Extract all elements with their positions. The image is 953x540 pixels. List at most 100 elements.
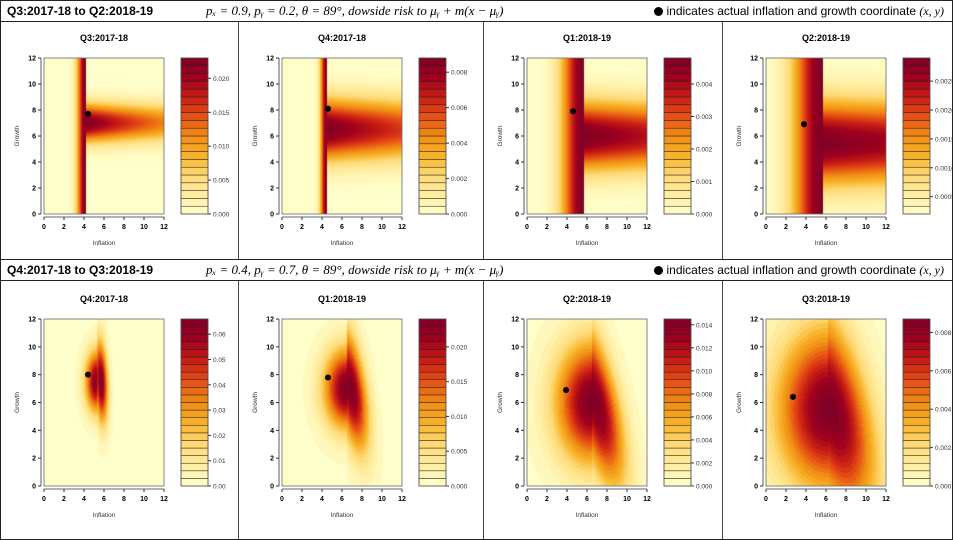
x-tick-label: 12 — [643, 496, 651, 503]
actual-inflation-growth-point — [325, 374, 331, 381]
legend-band — [902, 364, 931, 373]
plot-frame — [43, 57, 165, 215]
legend-tick-label: 0.0015 — [935, 136, 952, 143]
plot-frame — [43, 318, 165, 487]
x-tick-label: 8 — [360, 496, 364, 503]
chart-axes: Q3:2017-18 0 2 4 6 8 10 12 0 2 4 6 8 10 12 Inflation Gro… — [14, 33, 230, 247]
y-tick-label: 0 — [515, 484, 519, 491]
legend-band — [180, 387, 209, 396]
chart-axes: Q4:2017-18 0 2 4 6 8 10 12 0 2 4 6 8 10 12 Inflation Gro… — [14, 294, 226, 519]
legend-tick-label: 0.04 — [213, 382, 226, 389]
legend-band — [180, 198, 209, 207]
y-tick-label: 6 — [270, 400, 274, 407]
heatmap-surface — [44, 58, 164, 214]
legend-tick-label: 0.000 — [696, 484, 713, 491]
x-tick-label: 12 — [160, 496, 168, 503]
legend-band — [180, 159, 209, 168]
y-tick-label: 8 — [754, 108, 758, 115]
y-tick-label: 2 — [270, 186, 274, 193]
legend-band — [902, 432, 931, 441]
legend-band — [902, 440, 931, 449]
legend-band — [663, 349, 692, 358]
legend-band — [418, 402, 447, 411]
y-tick-label: 0 — [270, 484, 274, 491]
y-tick-label: 12 — [750, 317, 758, 324]
row-header-2: Q4:2017-18 to Q3:2018-19 pₓ = 0.4, pᵧ = … — [1, 259, 952, 281]
legend-band — [902, 318, 931, 327]
legend-band — [180, 364, 209, 373]
legend-band — [663, 81, 692, 90]
legend-band — [663, 447, 692, 456]
legend-tick-label: 0.010 — [451, 414, 468, 421]
legend-band — [902, 417, 931, 426]
y-tick-label: 0 — [32, 484, 36, 491]
legend-band — [180, 440, 209, 449]
x-tick-label: 10 — [862, 224, 870, 231]
y-tick-label: 0 — [32, 212, 36, 219]
legend-band — [663, 174, 692, 184]
legend-band — [663, 379, 692, 388]
y-tick-label: 0 — [515, 212, 519, 219]
legend-band — [180, 394, 209, 403]
legend-band — [663, 462, 692, 472]
legend-tick-label: 0.01 — [213, 458, 226, 465]
chart-axes: Q3:2018-19 0 2 4 6 8 10 12 0 2 4 6 8 10 12 Inflation Gro… — [736, 294, 952, 519]
legend-band — [180, 326, 209, 335]
x-tick-label: 8 — [844, 224, 848, 231]
legend-band — [180, 333, 209, 343]
plot-frame — [765, 318, 887, 487]
legend-band — [663, 73, 692, 82]
chart-panel: Q4:2017-18 0 2 4 6 8 10 12 0 2 4 6 8 10 12 Inflation Gro… — [1, 281, 239, 539]
legend-tick-label: 0.03 — [213, 408, 226, 415]
legend-tick-label: 0.0025 — [935, 79, 952, 86]
heatmap-surface — [766, 319, 886, 486]
legend-band — [902, 379, 931, 388]
x-tick-label: 4 — [82, 224, 86, 231]
legend-frame — [663, 57, 692, 215]
legend-band — [663, 198, 692, 207]
legend-band — [663, 470, 692, 479]
legend-band — [418, 104, 447, 113]
plot-frame — [765, 57, 887, 215]
y-tick-label: 10 — [511, 344, 519, 351]
legend-band — [180, 356, 209, 365]
legend-tick-label: 0.015 — [213, 110, 230, 117]
x-tick-label: 4 — [320, 224, 324, 231]
legend-band — [418, 127, 447, 137]
legend-band — [902, 447, 931, 456]
legend-band — [418, 120, 447, 129]
chart-title: Q2:2018-19 — [802, 33, 850, 43]
legend-band — [180, 112, 209, 121]
legend-band — [180, 73, 209, 82]
x-axis-label: Inflation — [815, 512, 838, 519]
y-tick-label: 12 — [28, 317, 36, 324]
legend-band — [902, 462, 931, 472]
x-axis-label: Inflation — [93, 240, 116, 247]
x-axis-label: Inflation — [815, 240, 838, 247]
x-tick-label: 8 — [605, 224, 609, 231]
legend-band — [902, 198, 931, 207]
legend-band — [418, 112, 447, 121]
legend-band — [418, 455, 447, 464]
legend-band — [902, 135, 931, 145]
legend-tick-label: 0.003 — [696, 114, 713, 121]
chart-title: Q1:2018-19 — [563, 33, 611, 43]
x-tick-label: 12 — [882, 224, 890, 231]
y-tick-label: 4 — [32, 428, 36, 435]
y-tick-label: 6 — [270, 134, 274, 141]
chart-panel: Q4:2017-18 0 2 4 6 8 10 12 0 2 4 6 8 10 12 Inflation Gro… — [239, 22, 484, 259]
legend-tick-label: 0.005 — [451, 449, 468, 456]
y-tick-label: 2 — [754, 186, 758, 193]
legend-band — [418, 143, 447, 152]
legend-band — [418, 371, 447, 380]
y-tick-label: 6 — [515, 134, 519, 141]
legend-tick-label: 0.004 — [696, 82, 713, 89]
y-tick-label: 2 — [32, 456, 36, 463]
legend-band — [902, 182, 931, 191]
legend-band — [180, 151, 209, 160]
x-tick-label: 8 — [605, 496, 609, 503]
legend-band — [902, 57, 931, 67]
y-tick-label: 10 — [266, 82, 274, 89]
